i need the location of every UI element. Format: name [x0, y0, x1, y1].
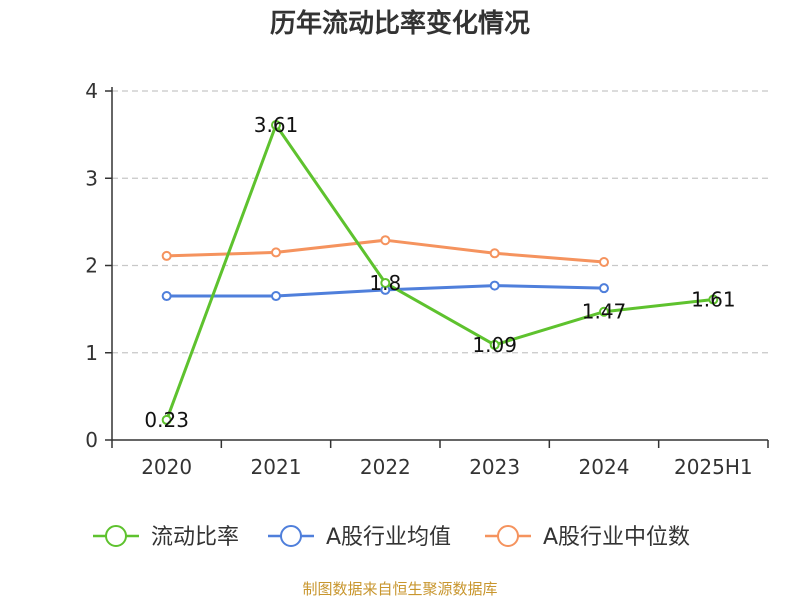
- legend-label: A股行业中位数: [543, 525, 690, 550]
- legend-marker: [497, 525, 519, 547]
- data-label: 3.61: [254, 113, 299, 137]
- legend-item[interactable]: A股行业均值: [268, 525, 451, 550]
- y-tick-label: 4: [85, 79, 98, 103]
- data-point: [489, 280, 500, 291]
- data-point: [161, 250, 172, 261]
- legend: 流动比率 A股行业均值 A股行业中位数: [93, 525, 690, 550]
- x-tick-label: 2020: [141, 455, 192, 479]
- data-point: [599, 306, 609, 317]
- data-point: [599, 257, 609, 268]
- data-label: 1.8: [369, 271, 401, 295]
- chart-title: 历年流动比率变化情况: [270, 8, 530, 39]
- data-point: [380, 235, 391, 246]
- legend-marker: [280, 525, 302, 547]
- data-point: [161, 414, 172, 425]
- data-point: [489, 248, 500, 259]
- data-point: [380, 277, 391, 288]
- x-tick-label: 2022: [360, 455, 411, 479]
- axes: 0 1 2 3 4 2020 2021 2022 2023 2024 2025H1: [85, 79, 769, 479]
- y-tick-label: 2: [85, 254, 98, 278]
- series-group: [161, 120, 719, 425]
- x-tick-label: 2025H1: [674, 455, 753, 479]
- legend-item[interactable]: A股行业中位数: [485, 525, 690, 550]
- legend-label: A股行业均值: [326, 525, 451, 550]
- x-tick-label: 2023: [469, 455, 520, 479]
- data-point: [271, 291, 281, 302]
- y-tick-label: 0: [85, 428, 98, 452]
- data-label: 1.61: [691, 288, 736, 312]
- legend-item[interactable]: 流动比率: [93, 525, 239, 550]
- data-point: [271, 120, 281, 131]
- data-point: [489, 339, 500, 350]
- y-tick-label: 3: [85, 166, 98, 190]
- data-labels: 0.23 3.61 1.8 1.09 1.47 1.61: [144, 113, 735, 432]
- series-line: [165, 123, 714, 421]
- data-label: 1.09: [472, 333, 517, 357]
- data-label: 1.47: [582, 300, 627, 324]
- data-point: [599, 283, 609, 294]
- data-point: [708, 294, 719, 305]
- data-label: 0.23: [144, 408, 189, 432]
- x-tick-label: 2021: [251, 455, 302, 479]
- x-tick-label: 2024: [579, 455, 630, 479]
- source-note: 制图数据来自恒生聚源数据库: [302, 580, 497, 598]
- data-point: [271, 247, 281, 258]
- legend-marker: [105, 525, 127, 547]
- y-tick-label: 1: [85, 341, 98, 365]
- legend-label: 流动比率: [151, 525, 239, 550]
- data-point: [161, 291, 172, 302]
